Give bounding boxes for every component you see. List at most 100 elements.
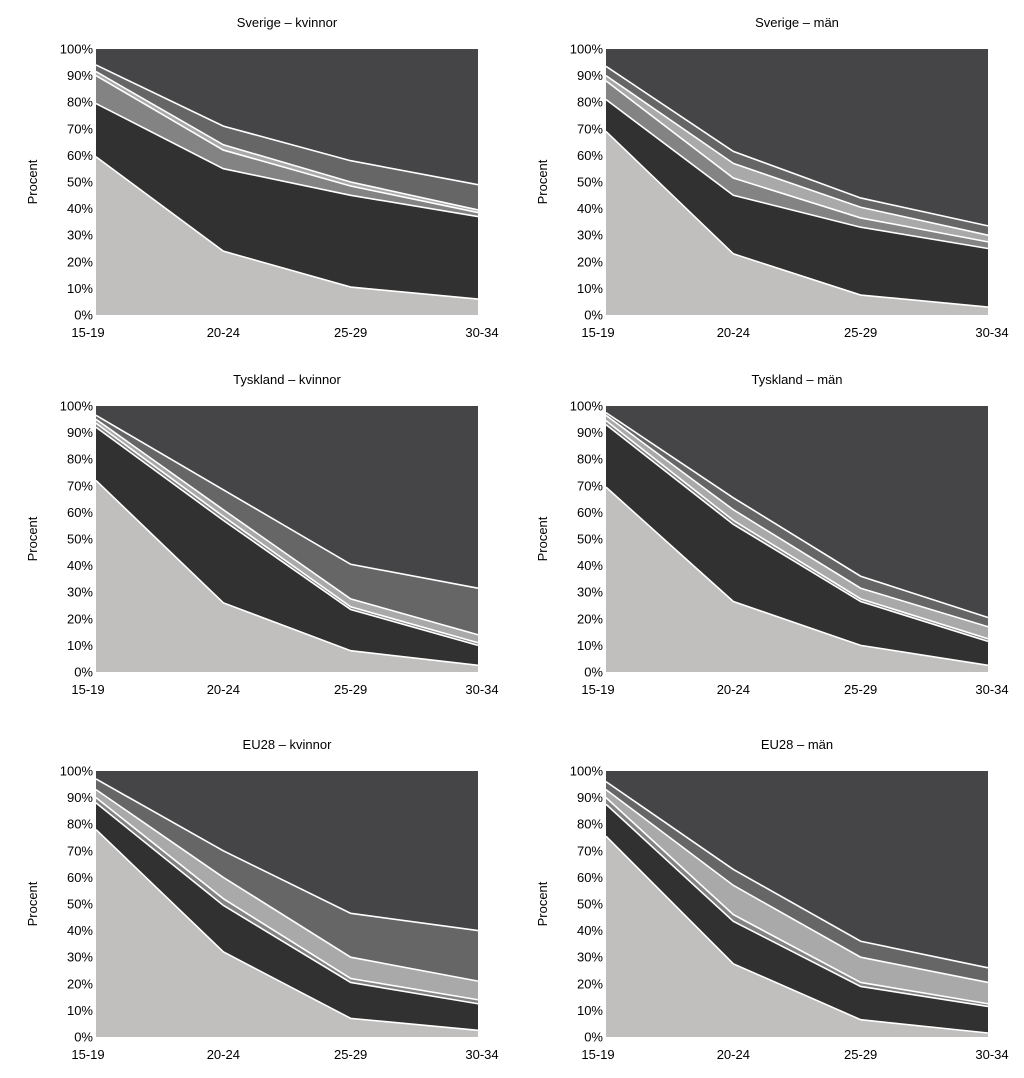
y-tick-label: 100% bbox=[570, 764, 604, 779]
x-tick-label: 20-24 bbox=[717, 682, 750, 697]
y-axis-label: Procent bbox=[25, 516, 40, 561]
chart-panel: Tyskland – kvinnor 0% 10% 20% 30% 40% 50% 60% 70… bbox=[0, 357, 512, 713]
series-separator-line bbox=[605, 788, 989, 984]
y-tick-label: 50% bbox=[67, 175, 93, 190]
y-tick-label: 10% bbox=[67, 1003, 93, 1018]
area-series-6 bbox=[606, 771, 988, 968]
area-series-4 bbox=[606, 415, 988, 639]
y-tick-label: 60% bbox=[67, 505, 93, 520]
series-separator-line bbox=[95, 788, 479, 982]
y-axis-label: Procent bbox=[535, 516, 550, 561]
y-tick-label: 40% bbox=[67, 201, 93, 216]
y-tick-label: 30% bbox=[577, 950, 603, 965]
y-axis-label: Procent bbox=[535, 881, 550, 926]
area-series-1 bbox=[606, 131, 988, 315]
y-tick-label: 30% bbox=[67, 228, 93, 243]
x-tick-label: 15-19 bbox=[581, 1047, 614, 1062]
series-separator-line bbox=[605, 423, 989, 643]
y-tick-label: 20% bbox=[577, 976, 603, 991]
series-separator-line bbox=[605, 486, 989, 667]
y-tick-label: 10% bbox=[577, 281, 603, 296]
area-series-2 bbox=[606, 424, 988, 666]
chart-title: EU28 – kvinnor bbox=[243, 737, 333, 752]
chart-svg: Tyskland – män 0% 10% 20% 30% 40% 50% 60% 70% 80%… bbox=[535, 372, 1009, 697]
chart-svg: EU28 – män 0% 10% 20% 30% 40% 50% 60% 70% 80% 90% 1… bbox=[535, 737, 1009, 1062]
series-separator-line bbox=[605, 98, 989, 250]
chart-panel: EU28 – kvinnor 0% 10% 20% 30% 40% 50% 60% 70% 80%… bbox=[0, 722, 512, 1078]
series-separator-line bbox=[95, 102, 479, 218]
y-tick-label: 20% bbox=[577, 611, 603, 626]
y-tick-label: 70% bbox=[577, 121, 603, 136]
x-tick-label: 25-29 bbox=[334, 325, 367, 340]
area-series-4 bbox=[96, 789, 478, 1000]
x-tick-label: 15-19 bbox=[581, 682, 614, 697]
y-tick-label: 40% bbox=[577, 201, 603, 216]
area-series-6 bbox=[96, 49, 478, 185]
series-separator-line bbox=[605, 797, 989, 1005]
y-tick-label: 0% bbox=[74, 1030, 93, 1045]
area-series-1 bbox=[606, 487, 988, 672]
area-series-4 bbox=[606, 789, 988, 1004]
y-tick-label: 100% bbox=[570, 399, 604, 414]
series-separator-line bbox=[95, 828, 479, 1032]
y-tick-label: 70% bbox=[67, 121, 93, 136]
series-separator-line bbox=[95, 426, 479, 647]
y-tick-label: 30% bbox=[577, 585, 603, 600]
y-tick-label: 70% bbox=[67, 478, 93, 493]
x-tick-label: 20-24 bbox=[207, 325, 240, 340]
series-separator-line bbox=[95, 70, 479, 211]
x-tick-label: 15-19 bbox=[71, 325, 104, 340]
y-tick-label: 60% bbox=[577, 148, 603, 163]
area-series-6 bbox=[606, 406, 988, 618]
x-tick-label: 30-34 bbox=[975, 1047, 1008, 1062]
series-separator-line bbox=[605, 414, 989, 628]
chart-svg: Sverige – män 0% 10% 20% 30% 40% 50% 60% 70% 80% 9… bbox=[535, 15, 1009, 340]
x-tick-label: 15-19 bbox=[71, 682, 104, 697]
y-tick-label: 20% bbox=[67, 976, 93, 991]
y-tick-label: 30% bbox=[67, 585, 93, 600]
y-tick-label: 90% bbox=[577, 425, 603, 440]
series-separator-line bbox=[95, 796, 479, 1001]
series-separator-line bbox=[95, 778, 479, 932]
series-separator-line bbox=[95, 414, 479, 589]
area-series-1 bbox=[96, 156, 478, 315]
chart-title: Sverige – kvinnor bbox=[237, 15, 338, 30]
x-tick-label: 20-24 bbox=[207, 1047, 240, 1062]
chart-svg: EU28 – kvinnor 0% 10% 20% 30% 40% 50% 60% 70% 80%… bbox=[25, 737, 499, 1062]
series-separator-line bbox=[95, 802, 479, 1005]
y-tick-label: 40% bbox=[577, 923, 603, 938]
y-tick-label: 80% bbox=[577, 95, 603, 110]
chart-panel: Sverige – män 0% 10% 20% 30% 40% 50% 60% 70% 80% 9… bbox=[510, 0, 1022, 356]
x-tick-label: 15-19 bbox=[581, 325, 614, 340]
x-tick-label: 25-29 bbox=[334, 1047, 367, 1062]
y-tick-label: 10% bbox=[67, 638, 93, 653]
y-tick-label: 50% bbox=[577, 897, 603, 912]
series-separator-line bbox=[605, 835, 989, 1034]
series-separator-line bbox=[95, 479, 479, 667]
y-tick-label: 100% bbox=[60, 42, 94, 57]
area-series-1 bbox=[96, 829, 478, 1037]
y-tick-label: 90% bbox=[67, 790, 93, 805]
y-tick-label: 20% bbox=[67, 611, 93, 626]
y-tick-label: 90% bbox=[67, 425, 93, 440]
area-series-1 bbox=[606, 836, 988, 1037]
series-separator-line bbox=[605, 130, 989, 308]
x-tick-label: 30-34 bbox=[465, 682, 498, 697]
y-tick-label: 50% bbox=[577, 532, 603, 547]
y-tick-label: 70% bbox=[577, 478, 603, 493]
y-tick-label: 10% bbox=[577, 638, 603, 653]
chart-title: Tyskland – kvinnor bbox=[233, 372, 341, 387]
series-separator-line bbox=[95, 74, 479, 214]
y-tick-label: 90% bbox=[67, 68, 93, 83]
area-series-2 bbox=[606, 804, 988, 1034]
series-separator-line bbox=[605, 65, 989, 227]
y-tick-label: 80% bbox=[67, 817, 93, 832]
y-tick-label: 10% bbox=[577, 1003, 603, 1018]
y-tick-label: 80% bbox=[67, 95, 93, 110]
y-tick-label: 80% bbox=[577, 452, 603, 467]
area-series-6 bbox=[96, 406, 478, 589]
chart-panel: Tyskland – män 0% 10% 20% 30% 40% 50% 60% 70% 80%… bbox=[510, 357, 1022, 713]
x-tick-label: 25-29 bbox=[844, 1047, 877, 1062]
y-axis-label: Procent bbox=[535, 159, 550, 204]
x-tick-label: 25-29 bbox=[334, 682, 367, 697]
